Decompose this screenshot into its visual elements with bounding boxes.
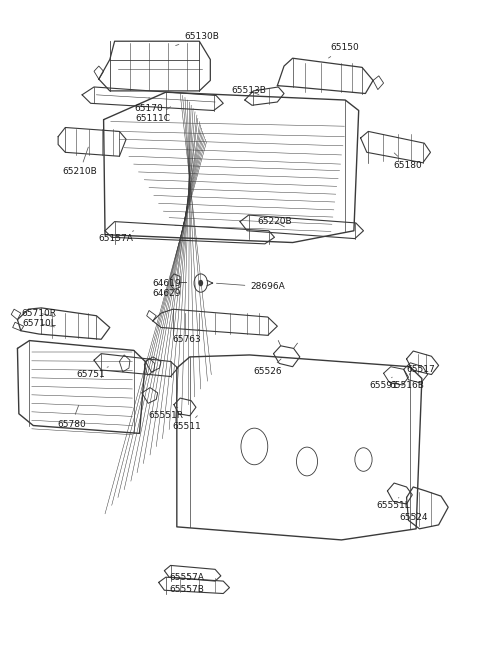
Text: 65210B: 65210B — [62, 147, 97, 176]
Text: 65526: 65526 — [253, 359, 282, 377]
Text: 65557B: 65557B — [169, 585, 204, 594]
Text: 65763: 65763 — [172, 329, 201, 344]
Text: 65710R: 65710R — [22, 309, 57, 318]
Text: 65516B: 65516B — [389, 373, 424, 390]
Text: 65513B: 65513B — [231, 86, 266, 96]
Text: 65524: 65524 — [399, 512, 428, 521]
Text: 65170: 65170 — [135, 98, 163, 113]
Text: 65780: 65780 — [57, 405, 86, 429]
Text: 65220B: 65220B — [257, 217, 292, 227]
Text: 65150: 65150 — [328, 43, 359, 58]
Text: 65557A: 65557A — [169, 572, 204, 582]
Circle shape — [198, 280, 203, 286]
Text: 64629: 64629 — [152, 289, 180, 298]
Text: 28696A: 28696A — [216, 282, 285, 291]
Text: 65710L: 65710L — [22, 319, 56, 328]
Text: 65551R: 65551R — [149, 407, 184, 421]
Text: 65157A: 65157A — [98, 231, 134, 243]
Text: 65180: 65180 — [393, 153, 422, 170]
Text: 65591: 65591 — [369, 377, 398, 390]
Text: 65551L: 65551L — [376, 497, 410, 510]
Text: 65111C: 65111C — [135, 107, 171, 123]
Text: 65517: 65517 — [407, 365, 435, 375]
Text: 65751: 65751 — [76, 367, 108, 379]
Text: 65511: 65511 — [172, 416, 201, 432]
Text: 65130B: 65130B — [176, 32, 219, 46]
Text: 64619: 64619 — [152, 278, 180, 288]
